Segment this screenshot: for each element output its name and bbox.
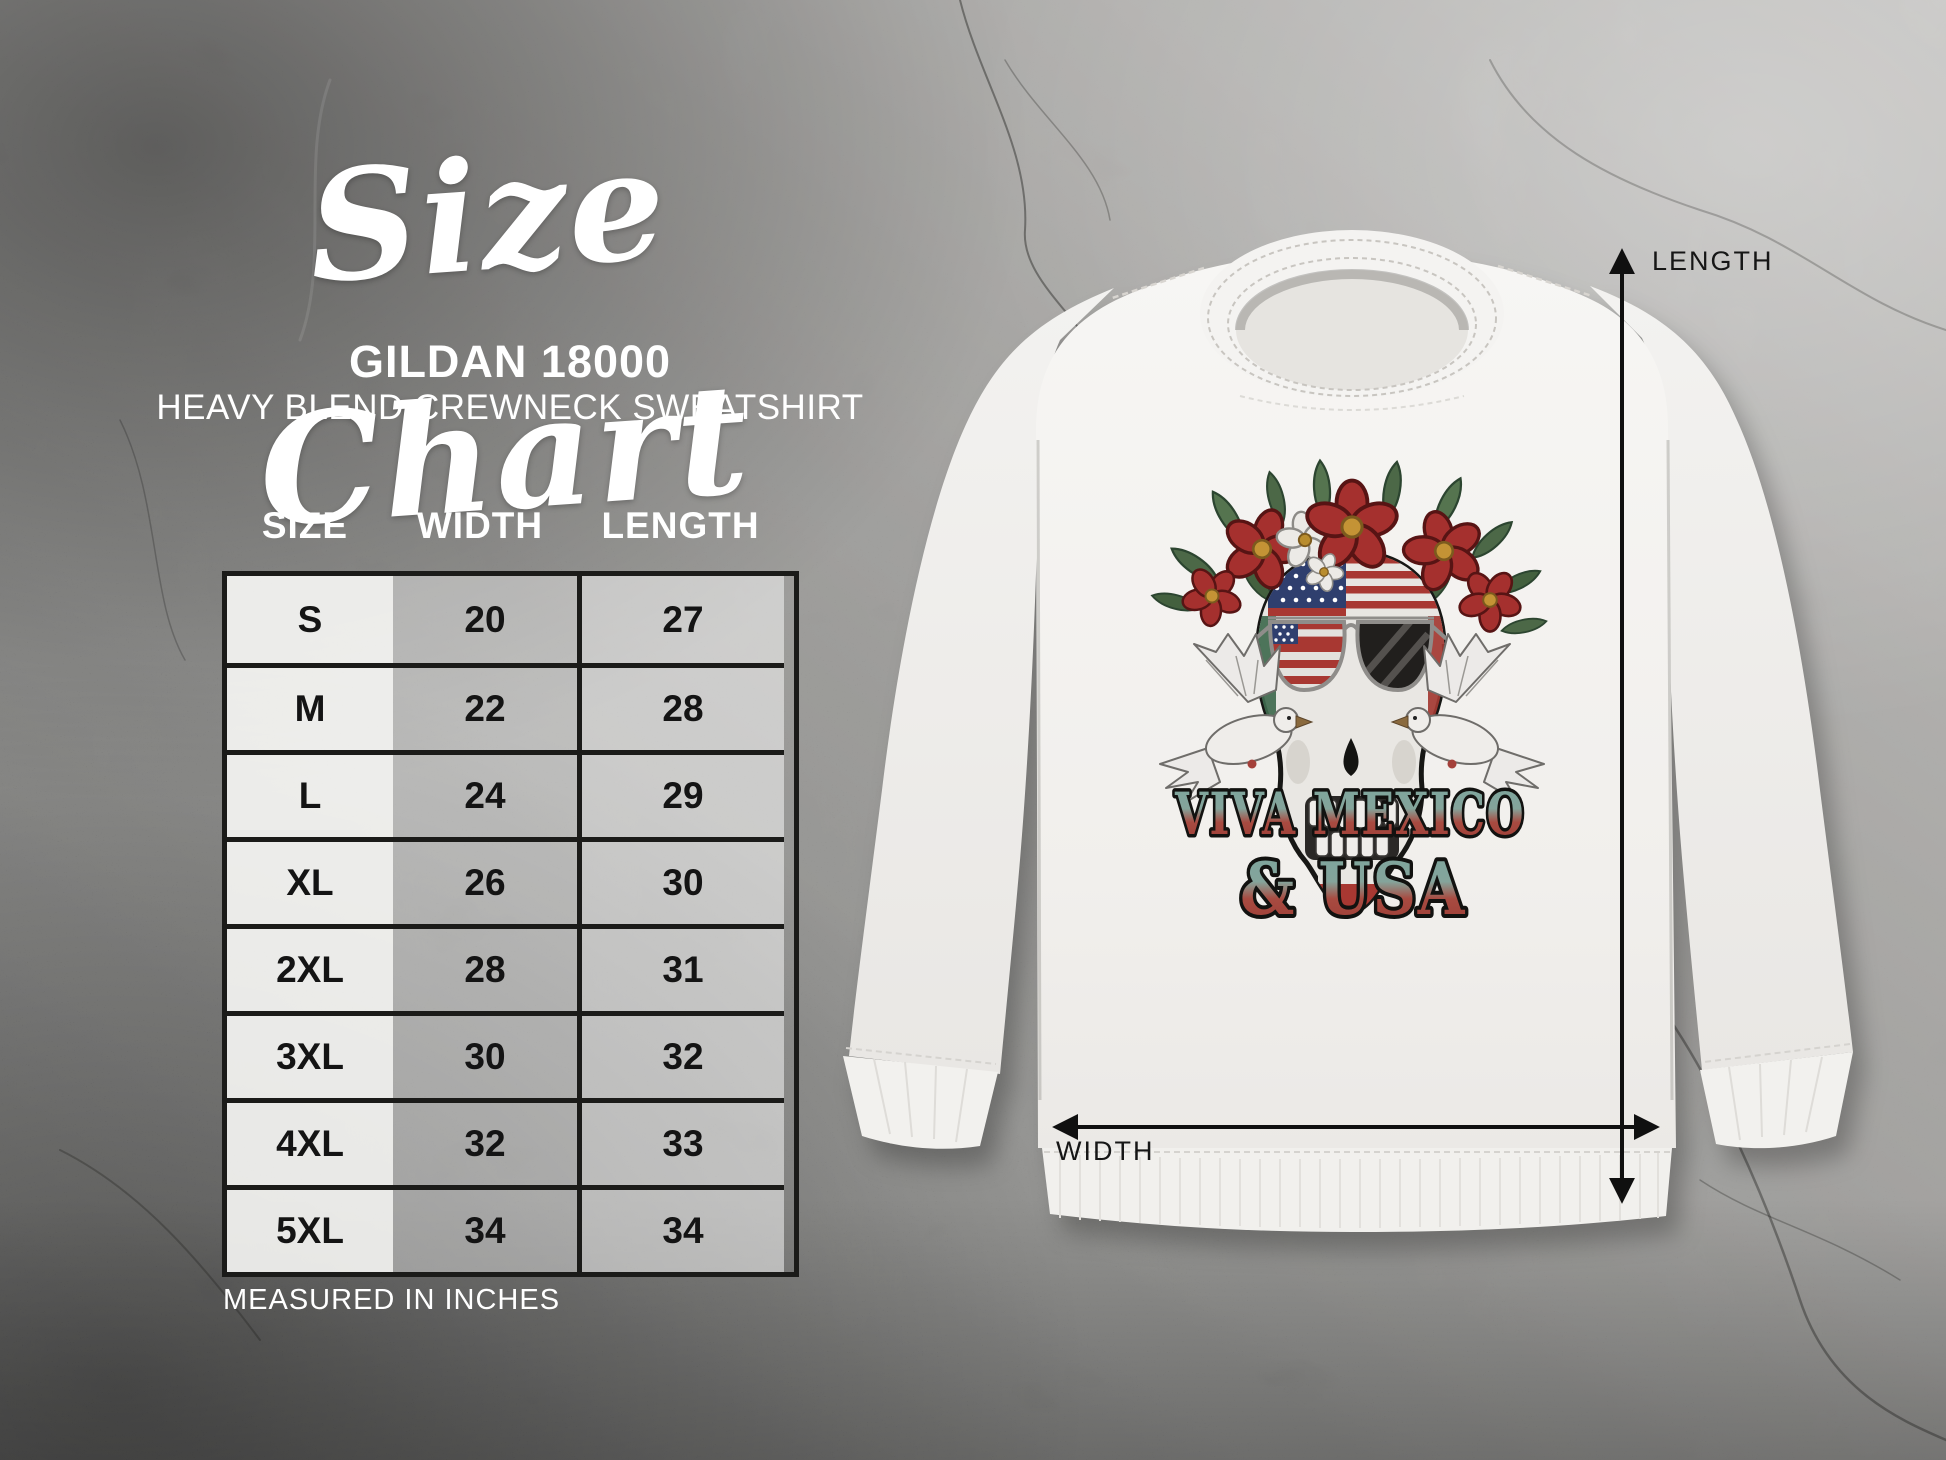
crack-lines xyxy=(59,0,1946,1442)
design-text-line2: & USA xyxy=(1240,846,1466,931)
width-cell: 30 xyxy=(393,1011,577,1098)
column-header-length: LENGTH xyxy=(601,505,760,546)
size-cell: S xyxy=(227,576,393,663)
length-label: LENGTH xyxy=(1652,246,1774,276)
width-cell: 26 xyxy=(393,837,577,924)
length-cell: 33 xyxy=(577,1098,784,1185)
size-table: S 20 27 M 22 28 L 24 29 XL 26 30 2XL 28 … xyxy=(222,571,799,1277)
length-cell: 28 xyxy=(577,663,784,750)
length-cell: 27 xyxy=(577,576,784,663)
length-cell: 29 xyxy=(577,750,784,837)
width-cell: 28 xyxy=(393,924,577,1011)
width-cell: 24 xyxy=(393,750,577,837)
size-cell: L xyxy=(227,750,393,837)
sweatshirt-mockup: VIVA MEXICO & USA xyxy=(843,230,1865,1250)
size-cell: M xyxy=(227,663,393,750)
sunglasses xyxy=(1252,616,1452,692)
size-cell: 3XL xyxy=(227,1011,393,1098)
left-cuff xyxy=(843,1056,998,1149)
collar xyxy=(1200,230,1504,398)
waistband xyxy=(1042,1148,1672,1232)
width-cell: 20 xyxy=(393,576,577,663)
length-cell: 30 xyxy=(577,837,784,924)
size-table-header: SIZE WIDTH LENGTH xyxy=(222,500,789,552)
length-cell: 34 xyxy=(577,1185,784,1272)
skull-nose xyxy=(1343,738,1359,776)
width-label: WIDTH xyxy=(1056,1136,1155,1166)
width-cell: 32 xyxy=(393,1098,577,1185)
column-header-width: WIDTH xyxy=(416,505,544,546)
product-model: GILDAN 18000 xyxy=(348,336,672,387)
width-cell: 22 xyxy=(393,663,577,750)
product-name: HEAVY BLEND CREWNECK SWEATSHIRT xyxy=(156,388,864,427)
length-cell: 32 xyxy=(577,1011,784,1098)
size-cell: 2XL xyxy=(227,924,393,1011)
design-text-line1: VIVA MEXICO xyxy=(1174,780,1525,848)
size-cell: 4XL xyxy=(227,1098,393,1185)
length-cell: 31 xyxy=(577,924,784,1011)
right-sleeve xyxy=(1590,286,1853,1149)
skull-teeth xyxy=(1305,796,1399,860)
torso xyxy=(1036,252,1676,1148)
units-note: MEASURED IN INCHES xyxy=(223,1284,561,1316)
size-cell: 5XL xyxy=(227,1185,393,1272)
size-cell: XL xyxy=(227,837,393,924)
width-cell: 34 xyxy=(393,1185,577,1272)
left-sleeve xyxy=(843,288,1114,1149)
column-header-size: SIZE xyxy=(261,505,349,546)
